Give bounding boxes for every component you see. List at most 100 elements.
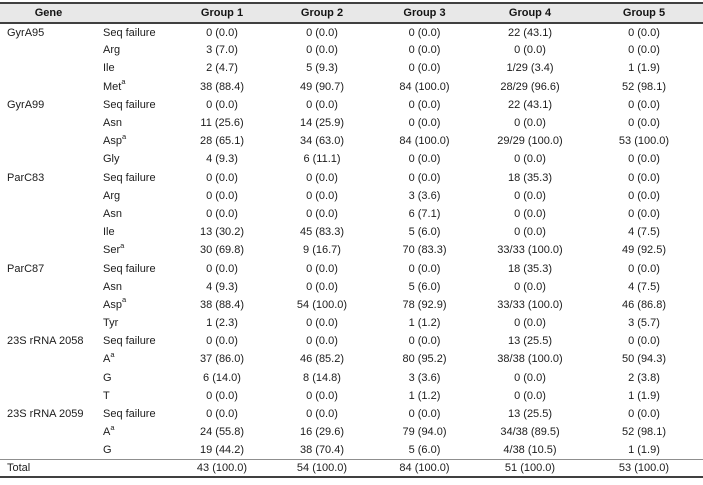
table-row: Arg 3 (7.0) 0 (0.0) 0 (0.0) 0 (0.0) 0 (0… (0, 41, 703, 59)
variant-cell: G (97, 441, 174, 459)
value-cell: 52 (98.1) (621, 80, 667, 93)
value-cell: 4/38 (10.5) (503, 444, 557, 457)
value-cell: 4 (7.5) (628, 226, 660, 239)
gene-cell: ParC83 (0, 169, 97, 187)
variant-cell: Arg (97, 187, 174, 205)
variant-label: Gly (103, 153, 120, 166)
value-cell: 0 (0.0) (306, 189, 338, 202)
gene-cell (0, 350, 97, 368)
value-cell: 45 (83.3) (299, 226, 345, 239)
value-cell: 19 (44.2) (199, 444, 245, 457)
value-cell: 0 (0.0) (514, 226, 546, 239)
variant-cell: Arg (97, 41, 174, 59)
value-cell: 5 (6.0) (408, 444, 441, 457)
value-cell: 0 (0.0) (206, 26, 238, 39)
value-cell: 0 (0.0) (408, 44, 441, 57)
value-cell: 0 (0.0) (514, 189, 546, 202)
value-cell: 22 (43.1) (507, 26, 553, 39)
gene-cell (0, 223, 97, 241)
value-cell: 0 (0.0) (408, 153, 441, 166)
table-row: Asn 11 (25.6) 14 (25.9) 0 (0.0) 0 (0.0) … (0, 114, 703, 132)
variant-cell: Aa (97, 350, 174, 368)
gene-label: ParC83 (7, 171, 45, 184)
value-cell: 4 (9.3) (206, 153, 238, 166)
value-cell: 38 (88.4) (199, 80, 245, 93)
value-cell: 0 (0.0) (628, 117, 660, 130)
variant-label: Met (103, 80, 122, 93)
value-cell: 52 (98.1) (621, 426, 667, 439)
variant-cell: Asn (97, 278, 174, 296)
value-cell: 0 (0.0) (628, 408, 660, 421)
value-cell: 49 (92.5) (621, 244, 667, 257)
variant-label: Seq failure (103, 26, 156, 39)
variant-cell: G (97, 369, 174, 387)
value-cell: 6 (11.1) (303, 153, 341, 166)
total-value-cell: 43 (100.0) (174, 459, 270, 478)
variant-cell: Asn (97, 114, 174, 132)
value-cell: 0 (0.0) (514, 371, 546, 384)
value-cell: 50 (94.3) (621, 353, 667, 366)
value-cell: 5 (9.3) (306, 62, 338, 75)
column-header-group3: Group 3 (374, 2, 475, 24)
value-cell: 0 (0.0) (306, 171, 338, 184)
variant-label: Seq failure (103, 262, 156, 275)
variant-label: Seq failure (103, 335, 156, 348)
variant-cell: Aspa (97, 296, 174, 314)
value-cell: 34/38 (89.5) (500, 426, 560, 439)
value-cell: 0 (0.0) (306, 44, 338, 57)
variant-label: Asn (103, 280, 122, 293)
value-cell: 0 (0.0) (206, 189, 238, 202)
value-cell: 0 (0.0) (306, 280, 338, 293)
value-cell: 0 (0.0) (408, 62, 441, 75)
total-variant-cell (97, 459, 174, 478)
total-value-cell: 54 (100.0) (270, 459, 374, 478)
gene-cell (0, 423, 97, 441)
gene-label: GyrA95 (7, 26, 45, 39)
value-cell: 0 (0.0) (514, 44, 546, 57)
value-cell: 0 (0.0) (408, 171, 441, 184)
table-row: GyrA95 Seq failure 0 (0.0) 0 (0.0) 0 (0.… (0, 23, 703, 41)
gene-cell (0, 369, 97, 387)
value-cell: 0 (0.0) (514, 153, 546, 166)
variant-label: A (103, 426, 111, 439)
gene-label: 23S rRNA 2058 (7, 335, 84, 348)
value-cell: 0 (0.0) (514, 389, 546, 402)
value-cell: 33/33 (100.0) (497, 244, 563, 257)
table-row: 23S rRNA 2059 Seq failure 0 (0.0) 0 (0.0… (0, 405, 703, 423)
value-cell: 9 (16.7) (303, 244, 341, 257)
variant-cell: Meta (97, 78, 174, 96)
value-cell: 1 (1.9) (628, 62, 660, 75)
gene-cell: 23S rRNA 2058 (0, 332, 97, 350)
total-label-cell: Total (0, 459, 97, 478)
value-cell: 24 (55.8) (199, 426, 245, 439)
variant-cell: Ile (97, 59, 174, 77)
value-cell: 14 (25.9) (299, 117, 345, 130)
column-header-gene: Gene (0, 2, 97, 24)
value-cell: 53 (100.0) (618, 135, 670, 148)
value-cell: 84 (100.0) (399, 80, 450, 93)
value-cell: 18 (35.3) (507, 171, 553, 184)
value-cell: 0 (0.0) (408, 98, 441, 111)
total-value-cell: 51 (100.0) (475, 459, 585, 478)
value-cell: 13 (25.5) (507, 408, 553, 421)
gene-cell (0, 187, 97, 205)
table-row: Arg 0 (0.0) 0 (0.0) 3 (3.6) 0 (0.0) 0 (0… (0, 187, 703, 205)
table-row: Aa 37 (86.0) 46 (85.2) 80 (95.2) 38/38 (… (0, 350, 703, 368)
variant-cell: Aa (97, 423, 174, 441)
variant-label: Asp (103, 298, 122, 311)
gene-cell (0, 205, 97, 223)
gene-label: GyrA99 (7, 98, 45, 111)
variant-label: Ser (103, 244, 121, 257)
variant-label: Asn (103, 117, 122, 130)
value-cell: 11 (25.6) (200, 117, 244, 130)
table-row: Sera 30 (69.8) 9 (16.7) 70 (83.3) 33/33 … (0, 241, 703, 259)
value-cell: 2 (4.7) (206, 62, 238, 75)
value-cell: 6 (7.1) (408, 207, 441, 220)
value-cell: 0 (0.0) (306, 207, 338, 220)
table-row: Aspa 28 (65.1) 34 (63.0) 84 (100.0) 29/2… (0, 132, 703, 150)
value-cell: 0 (0.0) (408, 262, 441, 275)
value-cell: 16 (29.6) (299, 426, 345, 439)
value-cell: 28/29 (96.6) (500, 80, 560, 93)
value-cell: 8 (14.8) (303, 371, 341, 384)
